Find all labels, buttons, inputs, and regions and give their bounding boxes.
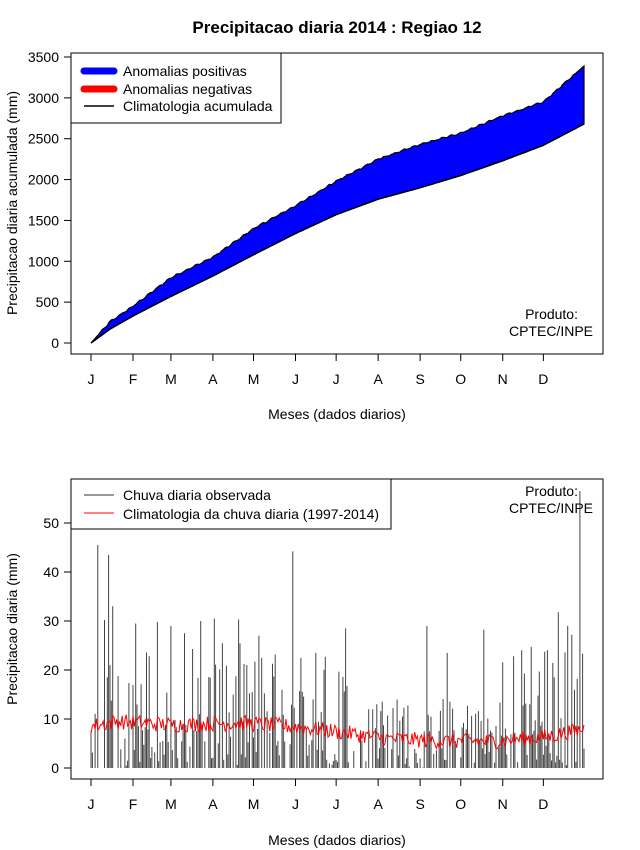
daily-x-tick-label: A	[208, 796, 218, 812]
cumulative-y-tick-label: 1000	[28, 253, 59, 269]
cumulative-y-tick-label: 2500	[28, 131, 59, 147]
daily-x-tick-label: J	[88, 796, 95, 812]
legend-label-negative: Anomalias negativas	[123, 81, 252, 97]
cumulative-x-tick-label: O	[455, 371, 466, 387]
daily-y-tick-label: 30	[43, 613, 59, 629]
observed-daily-bars	[90, 491, 585, 768]
bottom-credit-line-2: CPTEC/INPE	[509, 500, 593, 516]
daily-legend: Chuva diaria observada Climatologia da c…	[70, 478, 392, 530]
daily-x-tick-label: M	[165, 796, 177, 812]
legend-label-daily-climatology: Climatologia da chuva diaria (1997-2014)	[123, 506, 379, 522]
legend-label-positive: Anomalias positivas	[123, 63, 247, 79]
cumulative-x-tick-label: N	[498, 371, 508, 387]
daily-y-tick-label: 0	[51, 760, 59, 776]
cumulative-x-tick-label: S	[415, 371, 424, 387]
chart-title: Precipitacao diaria 2014 : Regiao 12	[192, 18, 481, 37]
cumulative-x-tick-label: M	[248, 371, 260, 387]
cumulative-x-tick-label: A	[373, 371, 383, 387]
cumulative-x-tick-label: D	[538, 371, 548, 387]
daily-x-tick-label: M	[248, 796, 260, 812]
cumulative-x-tick-label: J	[88, 371, 95, 387]
cumulative-y-tick-label: 2000	[28, 172, 59, 188]
cumulative-panel: 0 500 1000 1500 2000 2500 3000 3500 J F M A M J J A S O N…	[4, 49, 604, 422]
cumulative-x-tick-label: J	[292, 371, 299, 387]
bottom-credit-line-1: Produto:	[525, 483, 578, 499]
daily-y-tick-label: 10	[43, 711, 59, 727]
daily-y-axis-title: Precipitacao diaria (mm)	[4, 553, 20, 705]
daily-x-tick-label: J	[292, 796, 299, 812]
daily-y-tick-label: 20	[43, 662, 59, 678]
top-credit-line-1: Produto:	[525, 306, 578, 322]
daily-x-tick-label: A	[373, 796, 383, 812]
daily-y-tick-label: 50	[43, 515, 59, 531]
daily-climatology-line	[90, 714, 585, 751]
daily-y-tick-label: 40	[43, 564, 59, 580]
daily-y-axis: 0 10 20 30 40 50	[43, 515, 72, 776]
cumulative-x-tick-label: J	[333, 371, 340, 387]
cumulative-x-axis-title: Meses (dados diarios)	[268, 406, 406, 422]
daily-x-tick-label: J	[333, 796, 340, 812]
cumulative-y-axis: 0 500 1000 1500 2000 2500 3000 3500	[28, 49, 72, 351]
daily-x-tick-label: N	[498, 796, 508, 812]
legend-label-climatology: Climatologia acumulada	[123, 98, 273, 114]
daily-panel: 0 10 20 30 40 50 J F M A M J J A S O N D Meses (dados di…	[4, 478, 604, 848]
cumulative-x-tick-label: F	[129, 371, 138, 387]
cumulative-y-tick-label: 3000	[28, 90, 59, 106]
cumulative-x-tick-label: M	[165, 371, 177, 387]
cumulative-y-tick-label: 1500	[28, 212, 59, 228]
cumulative-y-tick-label: 0	[51, 335, 59, 351]
daily-x-tick-label: D	[538, 796, 548, 812]
daily-x-tick-label: S	[415, 796, 424, 812]
cumulative-climatology-line	[90, 123, 585, 344]
cumulative-legend: Anomalias positivas Anomalias negativas …	[70, 52, 282, 124]
legend-label-observed: Chuva diaria observada	[123, 487, 271, 503]
daily-x-tick-label: O	[455, 796, 466, 812]
daily-legend-box	[70, 478, 392, 530]
cumulative-y-axis-title: Precipitacao diaria acumulada (mm)	[4, 91, 20, 315]
daily-x-tick-label: F	[129, 796, 138, 812]
cumulative-y-tick-label: 500	[36, 294, 60, 310]
daily-x-axis-title: Meses (dados diarios)	[268, 832, 406, 848]
cumulative-x-tick-label: A	[208, 371, 218, 387]
cumulative-y-tick-label: 3500	[28, 49, 59, 65]
top-credit-line-2: CPTEC/INPE	[509, 323, 593, 339]
